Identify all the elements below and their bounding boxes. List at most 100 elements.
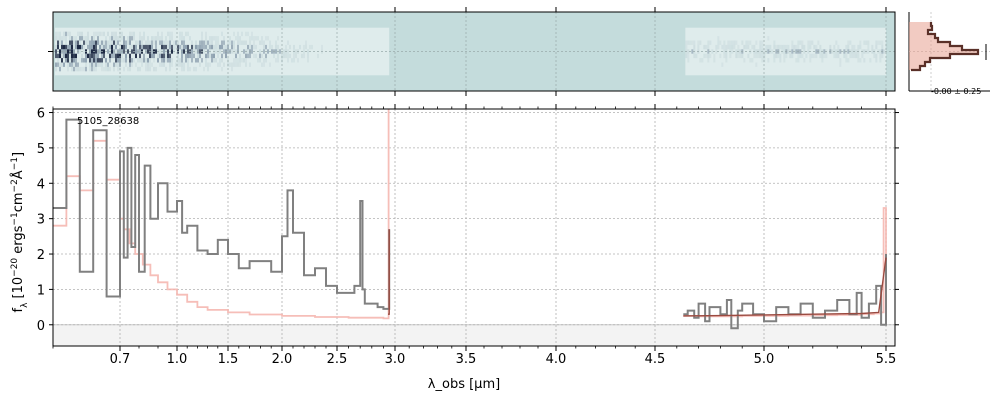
spectrum-2d-pixel — [263, 49, 265, 54]
spectrum-2d-pixel — [747, 53, 750, 59]
x-tick-label: 2.5 — [327, 352, 348, 367]
spectrum-2d-pixel — [779, 58, 782, 63]
spectrum-2d-pixel — [119, 44, 121, 50]
spectrum-2d-pixel — [215, 36, 217, 41]
spectrum-2d-pixel — [109, 66, 111, 72]
spectrum-2d-pixel — [263, 40, 265, 45]
spectrum-2d-pixel — [843, 53, 846, 59]
spectrum-2d-pixel — [111, 53, 113, 59]
spectrum-2d-pixel — [179, 36, 181, 41]
x-tick-label: 4.0 — [546, 352, 567, 367]
spectrum-2d-pixel — [185, 53, 187, 59]
spectrum-2d-pixel — [835, 49, 838, 54]
spectrum-2d-pixel — [113, 31, 115, 37]
spectrum-2d-pixel — [169, 36, 171, 41]
spectrum-2d-pixel — [95, 49, 97, 54]
spectrum-2d-pixel — [95, 58, 97, 63]
spectrum-2d-pixel — [69, 31, 71, 37]
spectrum-2d-pixel — [787, 44, 790, 50]
spectrum-2d-pixel — [727, 44, 730, 50]
spectrum-2d-pixel — [125, 62, 127, 67]
spectrum-2d-pixel — [131, 36, 133, 41]
y-tick-label: 2 — [37, 248, 45, 263]
spectrum-2d-pixel — [129, 36, 131, 41]
y-axis-label: fλ [10−20 ergs−1cm−2Å−1] — [10, 152, 30, 313]
spectrum-2d-pixel — [755, 40, 758, 45]
spectrum-2d-pixel — [735, 53, 738, 59]
grid-lines — [53, 109, 895, 346]
spectrum-2d-pixel — [213, 58, 215, 63]
spectrum-2d-pixel — [791, 53, 794, 59]
spectrum-2d-pixel — [63, 44, 65, 50]
spectrum-2d-pixel — [55, 66, 57, 72]
spectrum-2d-pixel — [153, 66, 155, 72]
spectrum-2d-pixel — [129, 66, 131, 72]
spectrum-2d-pixel — [147, 36, 149, 41]
spectrum-2d-pixel — [55, 49, 57, 54]
spectrum-2d-pixel — [223, 62, 225, 67]
spectrum-2d-pixel — [75, 62, 77, 67]
spectrum-2d-pixel — [197, 58, 199, 63]
spectrum-2d-pixel — [783, 44, 786, 50]
model-line — [388, 229, 390, 315]
flux-line — [53, 118, 391, 310]
spectrum-2d-pixel — [95, 53, 97, 59]
spectrum-2d-pixel — [233, 31, 235, 37]
spectrum-2d-pixel — [147, 58, 149, 63]
spectrum-2d-pixel — [265, 36, 267, 41]
spectrum-2d-pixel — [139, 53, 141, 59]
spectrum-2d-pixel — [737, 53, 740, 59]
spectrum-2d-pixel — [69, 40, 71, 45]
spectrum-2d-pixel — [769, 44, 772, 50]
spectrum-2d-pixel — [253, 44, 255, 50]
spectrum-2d-pixel — [87, 40, 89, 45]
spectrum-2d-pixel — [725, 58, 728, 63]
spectrum-2d-pixel — [697, 40, 700, 45]
spectrum-2d-pixel — [107, 62, 109, 67]
spectrum-2d-pixel — [89, 66, 91, 72]
spectrum-2d-pixel — [61, 53, 63, 59]
spectrum-2d-pixel — [741, 40, 744, 45]
spectrum-2d-pixel — [791, 49, 794, 54]
spectrum-2d-pixel — [213, 53, 215, 59]
spectrum-2d-pixel — [221, 53, 223, 59]
spectrum-2d-pixel — [123, 58, 125, 63]
spectrum-2d-pixel — [291, 58, 293, 63]
spectrum-2d-pixel — [99, 31, 101, 37]
spectrum-2d-pixel — [145, 40, 147, 45]
spectrum-2d-pixel — [249, 44, 251, 50]
spectrum-2d-pixel — [139, 58, 141, 63]
spectrum-2d-pixel — [249, 40, 251, 45]
x-tick-label: 5.0 — [754, 352, 775, 367]
spectrum-2d-pixel — [131, 58, 133, 63]
spectrum-2d-pixel — [865, 40, 868, 45]
spectrum-2d-pixel — [801, 44, 804, 50]
plot-frame — [52, 108, 896, 347]
spectrum-2d-pixel — [151, 62, 153, 67]
spectrum-2d-pixel — [237, 58, 239, 63]
spectrum-2d-pixel — [163, 49, 165, 54]
spectrum-2d-pixel — [69, 53, 71, 59]
spectrum-2d-pixel — [709, 53, 712, 59]
spectrum-2d-pixel — [147, 66, 149, 72]
spectrum-2d-pixel — [85, 58, 87, 63]
spectrum-2d-pixel — [237, 62, 239, 67]
spectrum-2d-pixel — [269, 62, 271, 67]
spectrum-2d-pixel — [211, 44, 213, 50]
spectrum-2d-pixel — [55, 44, 57, 50]
spectrum-2d-pixel — [867, 49, 870, 54]
x-tick-label: 0.7 — [110, 352, 131, 367]
spectrum-2d-pixel — [87, 44, 89, 50]
spectrum-2d-pixel — [163, 53, 165, 59]
spectrum-2d-pixel — [95, 31, 97, 37]
spectrum-2d-pixel — [245, 31, 247, 37]
spectrum-2d-pixel — [161, 62, 163, 67]
spectrum-2d-pixel — [691, 49, 694, 54]
spectrum-2d-pixel — [875, 58, 878, 63]
spectrum-2d-pixel — [113, 44, 115, 50]
spectrum-2d-pixel — [761, 58, 764, 63]
spectrum-2d-pixel — [67, 66, 69, 72]
spectrum-2d-pixel — [81, 44, 83, 50]
spectrum-2d-pixel — [93, 44, 95, 50]
spectrum-2d-pixel — [799, 49, 802, 54]
